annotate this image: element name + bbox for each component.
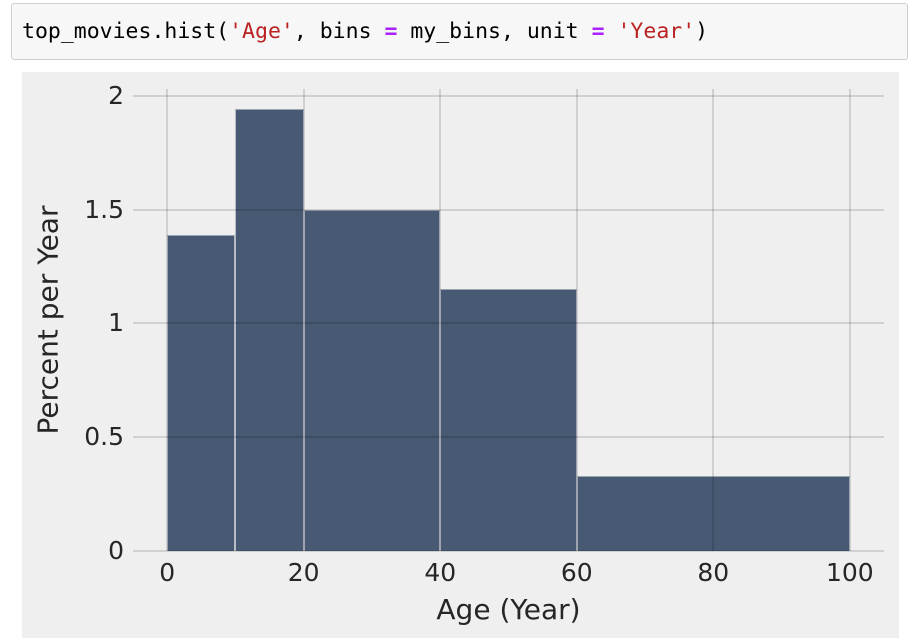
code-cell[interactable]: top_movies.hist('Age', bins = my_bins, u…	[11, 3, 908, 60]
x-tick-label: 40	[424, 558, 457, 587]
code-token-plain: my_bins, unit	[397, 18, 592, 44]
x-tick-label: 100	[826, 558, 874, 587]
code-token-plain: )	[695, 18, 709, 44]
hist-bar	[440, 289, 577, 551]
hist-bar	[303, 209, 441, 551]
y-tick-label: 1	[108, 308, 124, 338]
x-tick-label: 0	[159, 558, 176, 587]
plot-area: Age (Year) Percent per Year 0 20 40 60 80 100…	[32, 81, 884, 626]
x-tick-label: 80	[697, 558, 730, 587]
code-line: top_movies.hist('Age', bins = my_bins, u…	[12, 21, 708, 43]
gridline-vertical	[166, 89, 169, 551]
gridline-vertical	[712, 89, 715, 551]
y-tick-label: 0	[108, 536, 124, 565]
gridline-vertical	[439, 89, 442, 551]
y-tick-label: 1.5	[84, 194, 124, 224]
gridline-horizontal	[133, 94, 884, 97]
y-tick-label: 0.5	[84, 422, 124, 452]
gridline-horizontal	[133, 436, 884, 439]
code-token-operator: =	[591, 18, 605, 44]
code-token-plain: , bins	[293, 18, 385, 44]
code-token-plain: top_movies.hist(	[22, 18, 230, 44]
code-token-string: 'Age'	[229, 18, 294, 44]
x-axis-label: Age (Year)	[436, 593, 581, 626]
code-token-plain	[605, 19, 618, 44]
gridline-horizontal	[133, 322, 884, 325]
gridline-vertical	[848, 89, 851, 551]
histogram-figure: Age (Year) Percent per Year 0 20 40 60 80 100…	[22, 72, 899, 638]
y-tick-label: 2	[108, 80, 124, 110]
code-token-string: 'Year'	[617, 18, 696, 44]
hist-bar	[576, 475, 850, 551]
x-tick-label: 20	[287, 558, 320, 587]
gridline-vertical	[575, 89, 578, 551]
gridline-horizontal	[133, 208, 884, 211]
code-token-operator: =	[384, 18, 398, 44]
gridline-horizontal	[133, 550, 884, 552]
x-tick-label: 60	[560, 558, 593, 587]
hist-bar	[167, 234, 236, 551]
gridline-vertical	[302, 89, 305, 551]
hist-bar	[235, 109, 304, 551]
